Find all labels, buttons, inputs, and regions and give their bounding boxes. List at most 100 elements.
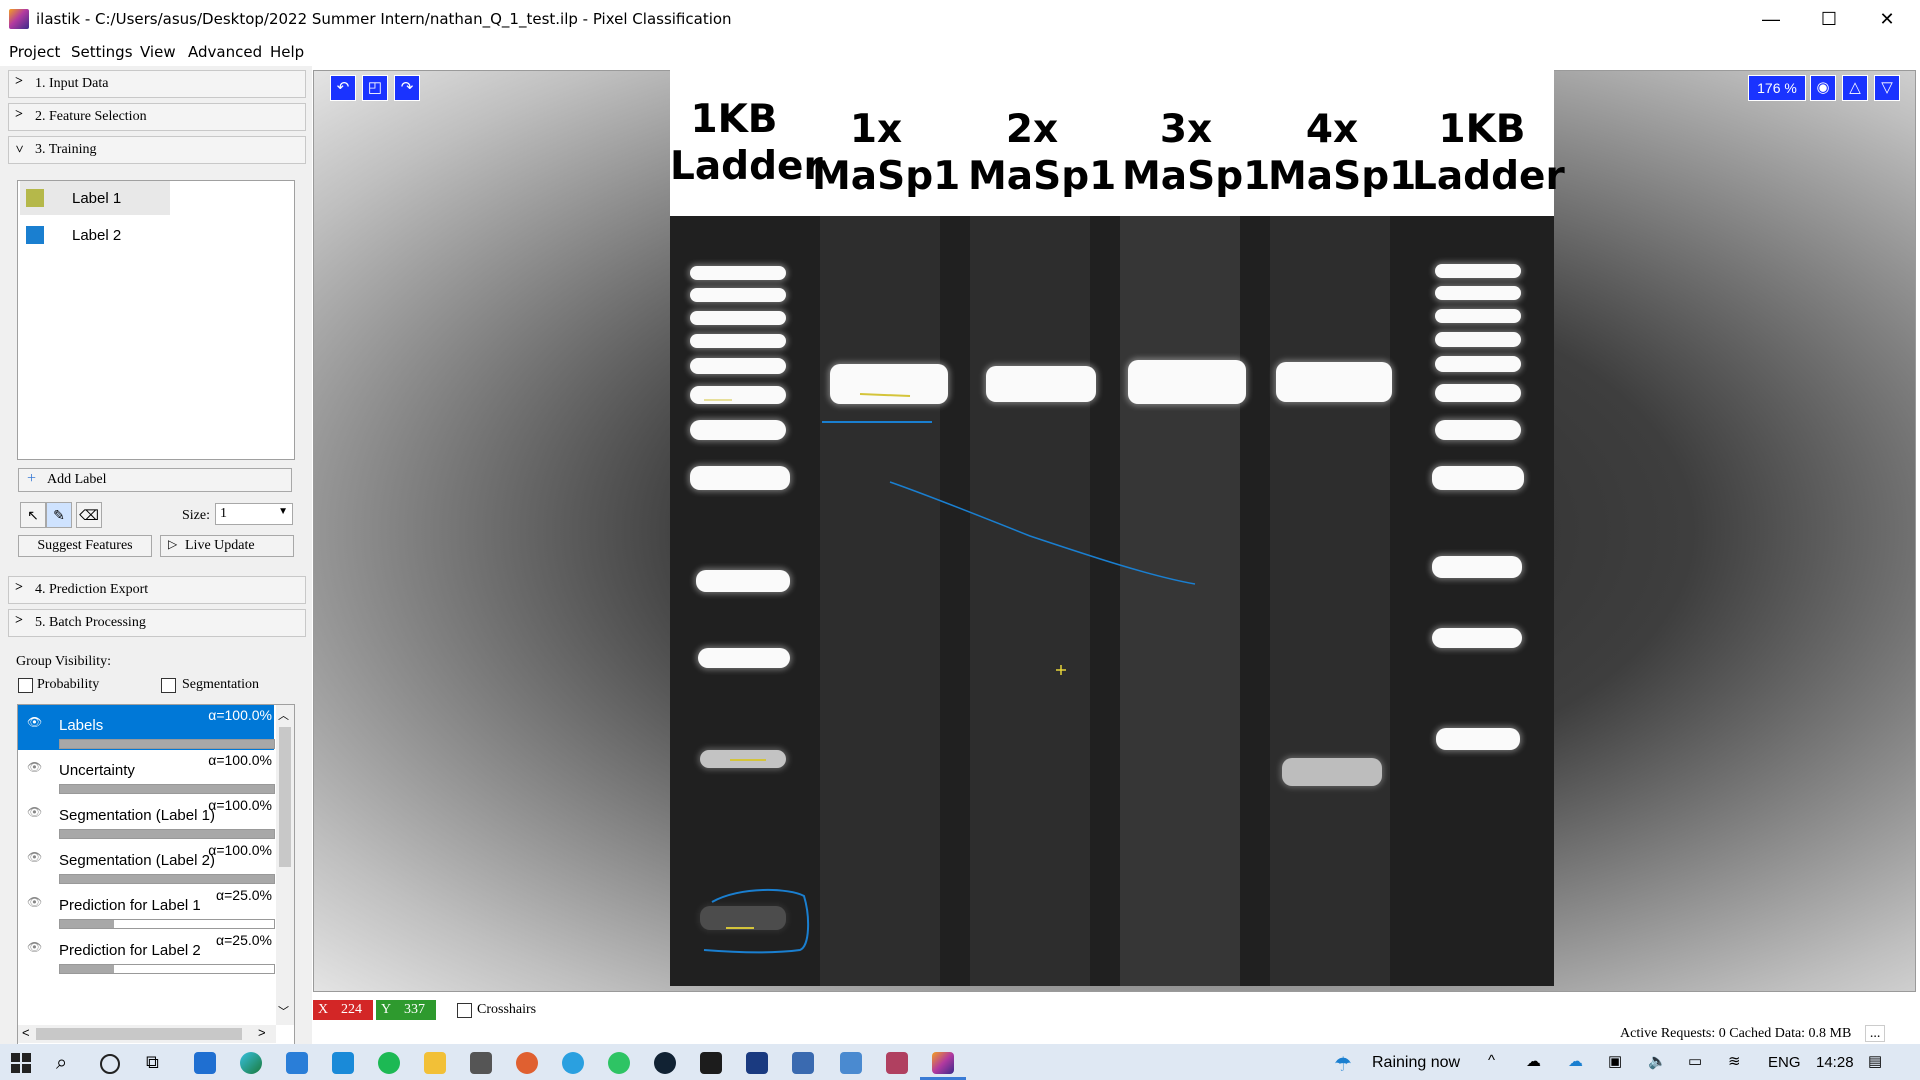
opacity-slider[interactable] [59,829,275,839]
redo-icon[interactable]: ↷ [394,75,420,101]
app-icon[interactable] [654,1052,676,1074]
eraser-tool-icon[interactable]: ⌫ [76,502,102,528]
opacity-slider[interactable] [59,784,275,794]
weather-text[interactable]: Raining now [1372,1054,1461,1071]
edge-icon[interactable] [240,1052,262,1074]
segmentation-checkbox[interactable] [161,678,176,693]
lane-label: 1KB Ladder [1412,107,1565,199]
wifi-icon[interactable]: ≋ [1728,1053,1741,1070]
add-label-button[interactable]: + Add Label [18,468,292,492]
vertical-scrollbar[interactable]: ︿ ﹀ [276,705,294,1025]
label-name[interactable]: Label 1 [72,190,122,207]
menu-project[interactable]: Project [9,43,61,61]
display-icon[interactable]: ▣ [1608,1053,1623,1070]
spotify-icon[interactable] [378,1052,400,1074]
scroll-down-icon[interactable]: ﹀ [278,1006,289,1018]
layer-row[interactable]: 👁 Labels α=100.0% [18,705,275,750]
eye-icon[interactable]: 👁 [27,715,43,729]
pycharm-icon[interactable] [700,1052,722,1074]
opacity-slider[interactable] [59,874,275,884]
notifications-icon[interactable]: ▤ [1868,1053,1883,1070]
label-row-2[interactable]: Label 2 [20,218,170,252]
applet-input-data[interactable]: > 1. Input Data [8,70,306,98]
eye-icon[interactable]: 👁 [27,850,43,864]
opacity-slider[interactable] [59,739,275,749]
volume-icon[interactable]: 🔈 [1648,1053,1667,1070]
discord-icon[interactable] [470,1052,492,1074]
clock[interactable]: 14:28 [1816,1054,1854,1071]
camera-icon[interactable]: ◉ [1810,75,1836,101]
live-update-button[interactable]: ▷ Live Update [160,535,294,557]
label-color-swatch[interactable] [26,226,44,244]
applet-batch-processing[interactable]: > 5. Batch Processing [8,609,306,637]
chevron-up-icon[interactable]: ^ [1488,1052,1496,1069]
gel-image[interactable] [670,216,1554,986]
fit-view-icon[interactable]: ◰ [362,75,388,101]
dropdown-arrow-icon: ▼ [278,506,288,517]
navigation-tool-icon[interactable]: ↖ [20,502,46,528]
vscode-icon[interactable] [332,1052,354,1074]
applet-training[interactable]: > 3. Training [8,136,306,164]
eye-icon[interactable]: 👁 [27,940,43,954]
search-icon[interactable]: ⌕ [56,1052,68,1074]
eye-icon[interactable]: 👁 [27,895,43,909]
language-indicator[interactable]: ENG [1768,1054,1801,1071]
notepad-icon[interactable] [792,1052,814,1074]
layer-row[interactable]: 👁 Segmentation (Label 2) α=100.0% [18,840,275,885]
label-color-swatch[interactable] [26,189,44,207]
hscrollbar-thumb[interactable] [36,1028,242,1040]
label-name[interactable]: Label 2 [72,227,122,244]
app-icon[interactable] [516,1052,538,1074]
eye-icon[interactable]: 👁 [27,760,43,774]
app-icon[interactable] [886,1052,908,1074]
ladder-band [1435,264,1521,278]
crosshairs-checkbox[interactable] [457,1003,472,1018]
brush-tool-icon[interactable]: ✎ [46,502,72,528]
scroll-left-icon[interactable]: < [22,1025,30,1040]
applet-prediction-export[interactable]: > 4. Prediction Export [8,576,306,604]
close-button[interactable]: ✕ [1879,9,1895,29]
suggest-features-button[interactable]: Suggest Features [18,535,152,557]
remote-desktop-icon[interactable] [840,1052,862,1074]
menu-view[interactable]: View [140,43,176,61]
minimize-view-icon[interactable]: ▽ [1874,75,1900,101]
opacity-slider[interactable] [59,919,275,929]
maximize-view-icon[interactable]: △ [1842,75,1868,101]
cortana-icon[interactable] [100,1054,120,1074]
file-explorer-icon[interactable] [424,1052,446,1074]
ilastik-taskbar-icon[interactable] [932,1052,954,1074]
ladder-band [1432,628,1522,648]
layer-row[interactable]: 👁 Segmentation (Label 1) α=100.0% [18,795,275,840]
telegram-icon[interactable] [562,1052,584,1074]
applet-feature-selection[interactable]: > 2. Feature Selection [8,103,306,131]
eye-icon[interactable]: 👁 [27,805,43,819]
brush-size-select[interactable]: 1 ▼ [215,503,293,525]
battery-icon[interactable]: ▭ [1688,1053,1703,1070]
status-more-button[interactable]: ... [1864,1025,1886,1042]
layer-row[interactable]: 👁 Uncertainty α=100.0% [18,750,275,795]
scrollbar-thumb[interactable] [279,727,291,867]
calendar-icon[interactable] [286,1052,308,1074]
menu-advanced[interactable]: Advanced [188,43,263,61]
whatsapp-icon[interactable] [608,1052,630,1074]
probability-checkbox[interactable] [18,678,33,693]
menu-help[interactable]: Help [270,43,305,61]
windows-start-icon[interactable] [10,1052,32,1074]
maximize-button[interactable]: ☐ [1820,9,1838,29]
opacity-slider[interactable] [59,964,275,974]
undo-icon[interactable]: ↶ [330,75,356,101]
mail-icon[interactable] [194,1052,216,1074]
onedrive-icon[interactable]: ☁ [1568,1053,1583,1070]
menu-settings[interactable]: Settings [71,43,133,61]
scroll-up-icon[interactable]: ︿ [278,710,289,722]
horizontal-scrollbar[interactable]: < > [18,1025,276,1043]
scroll-right-icon[interactable]: > [258,1025,266,1040]
layer-row[interactable]: 👁 Prediction for Label 2 α=25.0% [18,930,275,975]
label-row-1[interactable]: Label 1 [20,181,170,215]
minimize-button[interactable]: — [1762,9,1780,29]
task-view-icon[interactable]: ⧉ [146,1052,159,1072]
cloud-icon[interactable]: ☁ [1526,1053,1541,1070]
weather-icon[interactable]: ☂ [1334,1054,1352,1076]
webstorm-icon[interactable] [746,1052,768,1074]
layer-row[interactable]: 👁 Prediction for Label 1 α=25.0% [18,885,275,930]
